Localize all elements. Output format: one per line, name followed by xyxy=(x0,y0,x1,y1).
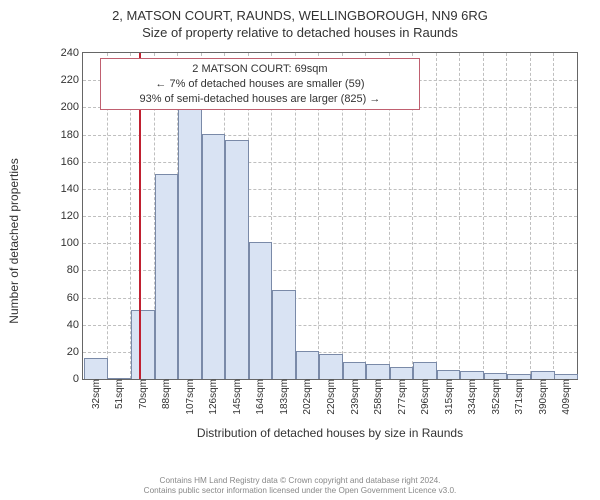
gridline-v xyxy=(553,53,554,379)
x-tick-label: 32sqm xyxy=(88,379,102,409)
annotation-line1: 2 MATSON COURT: 69sqm xyxy=(109,62,410,77)
x-tick-label: 107sqm xyxy=(182,379,196,415)
histogram-bar xyxy=(366,364,390,379)
gridline-v xyxy=(483,53,484,379)
annotation-box: 2 MATSON COURT: 69sqm ← 7% of detached h… xyxy=(100,58,419,111)
annotation-line3: 93% of semi-detached houses are larger (… xyxy=(109,92,410,107)
x-tick-label: 296sqm xyxy=(417,379,431,415)
y-tick-label: 100 xyxy=(61,237,83,249)
annotation-line2: ← 7% of detached houses are smaller (59) xyxy=(109,77,410,92)
y-tick-label: 120 xyxy=(61,210,83,222)
histogram-bar xyxy=(272,290,296,379)
histogram-bar xyxy=(531,371,555,379)
x-tick-label: 334sqm xyxy=(464,379,478,415)
x-tick-label: 277sqm xyxy=(394,379,408,415)
histogram-bar xyxy=(155,174,179,379)
y-tick-label: 80 xyxy=(67,264,83,276)
x-tick-label: 390sqm xyxy=(535,379,549,415)
x-tick-label: 371sqm xyxy=(511,379,525,415)
y-axis-label: Number of detached properties xyxy=(7,158,21,323)
gridline-v xyxy=(530,53,531,379)
x-tick-label: 51sqm xyxy=(111,379,125,409)
page-title-main: 2, MATSON COURT, RAUNDS, WELLINGBOROUGH,… xyxy=(0,0,600,23)
page-title-sub: Size of property relative to detached ho… xyxy=(0,23,600,40)
x-tick-label: 126sqm xyxy=(205,379,219,415)
gridline-h xyxy=(83,135,577,136)
y-tick-label: 160 xyxy=(61,156,83,168)
gridline-h xyxy=(83,162,577,163)
x-axis-label: Distribution of detached houses by size … xyxy=(82,426,578,440)
histogram-bar xyxy=(225,140,249,379)
y-tick-label: 220 xyxy=(61,74,83,86)
histogram-bar xyxy=(202,134,226,380)
footer-attribution: Contains HM Land Registry data © Crown c… xyxy=(0,476,600,497)
histogram-bar xyxy=(296,351,320,379)
x-tick-label: 183sqm xyxy=(276,379,290,415)
x-tick-label: 239sqm xyxy=(347,379,361,415)
y-tick-label: 240 xyxy=(61,47,83,59)
histogram-bar xyxy=(249,242,273,379)
x-tick-label: 352sqm xyxy=(488,379,502,415)
gridline-v xyxy=(459,53,460,379)
x-tick-label: 164sqm xyxy=(252,379,266,415)
footer-line1: Contains HM Land Registry data © Crown c… xyxy=(0,476,600,486)
footer-line2: Contains public sector information licen… xyxy=(0,486,600,496)
y-tick-label: 140 xyxy=(61,183,83,195)
y-tick-label: 0 xyxy=(73,373,83,385)
x-tick-label: 202sqm xyxy=(299,379,313,415)
y-tick-label: 200 xyxy=(61,101,83,113)
histogram-bar xyxy=(131,310,155,379)
histogram-bar xyxy=(319,354,343,379)
x-tick-label: 145sqm xyxy=(229,379,243,415)
x-tick-label: 258sqm xyxy=(370,379,384,415)
y-tick-label: 40 xyxy=(67,319,83,331)
histogram-bar xyxy=(390,367,414,379)
x-tick-label: 88sqm xyxy=(158,379,172,409)
histogram-bar xyxy=(413,362,437,379)
histogram-bar xyxy=(437,370,461,379)
x-tick-label: 315sqm xyxy=(441,379,455,415)
gridline-v xyxy=(436,53,437,379)
histogram-bar xyxy=(343,362,367,379)
histogram-bar xyxy=(84,358,108,379)
y-tick-label: 20 xyxy=(67,346,83,358)
histogram-bar xyxy=(460,371,484,379)
plot-area: 02040608010012014016018020022024032sqm51… xyxy=(82,52,578,380)
histogram-bar xyxy=(178,106,202,379)
x-tick-label: 70sqm xyxy=(135,379,149,409)
x-tick-label: 220sqm xyxy=(323,379,337,415)
chart-container: Number of detached properties 0204060801… xyxy=(28,46,588,436)
y-tick-label: 180 xyxy=(61,129,83,141)
gridline-v xyxy=(506,53,507,379)
x-tick-label: 409sqm xyxy=(558,379,572,415)
y-tick-label: 60 xyxy=(67,292,83,304)
